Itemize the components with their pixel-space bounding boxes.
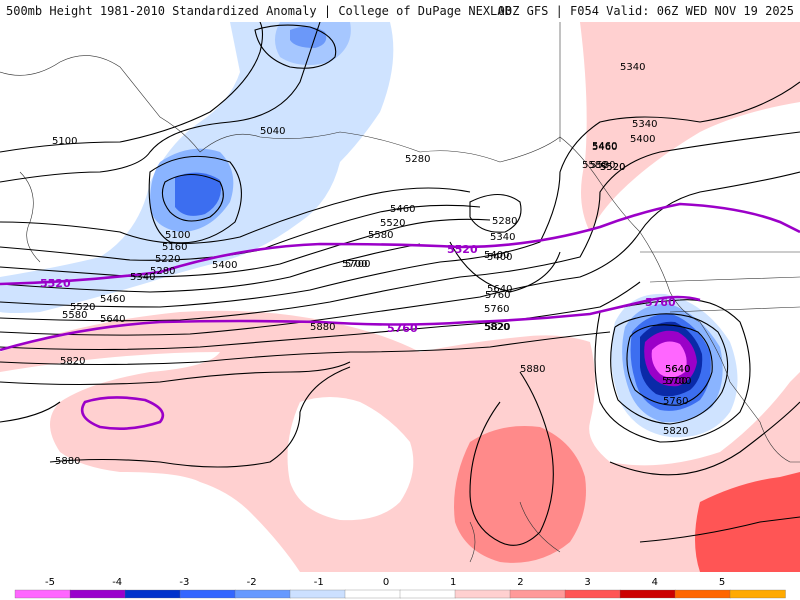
svg-text:5520: 5520 [600, 162, 625, 173]
legend-tick-label: 5 [719, 577, 725, 588]
svg-text:5760: 5760 [663, 396, 688, 407]
svg-text:5640: 5640 [665, 364, 690, 375]
svg-text:5460: 5460 [390, 204, 415, 215]
legend-tick-label: -5 [45, 577, 55, 588]
svg-text:5820: 5820 [484, 322, 509, 333]
legend-swatch [454, 589, 511, 599]
legend-swatch [234, 589, 291, 599]
svg-text:5700: 5700 [345, 259, 370, 270]
legend-tick-label: -2 [247, 577, 257, 588]
reference-labels: 5520 5520 5760 5760 [40, 243, 676, 335]
legend-swatch [344, 589, 401, 599]
svg-text:5340: 5340 [620, 62, 645, 73]
svg-text:5460: 5460 [592, 141, 617, 152]
color-legend: -5 -4 -3 -2 -1 0 1 2 3 4 5 [0, 572, 800, 600]
legend-swatch [179, 589, 236, 599]
legend-swatch [619, 589, 676, 599]
reference-contours [0, 202, 800, 430]
legend-swatch [564, 589, 621, 599]
legend-tick-labels: -5 -4 -3 -2 -1 0 1 2 3 4 5 [45, 577, 725, 588]
legend-tick-label: -1 [314, 577, 324, 588]
svg-text:5700: 5700 [666, 376, 691, 387]
svg-text:5220: 5220 [155, 254, 180, 265]
legend-tick-label: 3 [584, 577, 590, 588]
svg-text:5820: 5820 [60, 356, 85, 367]
svg-text:5460: 5460 [100, 294, 125, 305]
legend-tick-label: -4 [112, 577, 122, 588]
svg-text:5760: 5760 [485, 290, 510, 301]
svg-text:5040: 5040 [260, 126, 285, 137]
svg-text:5700: 5700 [662, 376, 687, 387]
svg-text:5880: 5880 [520, 364, 545, 375]
legend-swatch [399, 589, 456, 599]
svg-text:5640: 5640 [487, 284, 512, 295]
legend-swatch [674, 589, 731, 599]
svg-text:5520: 5520 [40, 277, 71, 290]
legend-swatch [289, 589, 346, 599]
svg-text:5880: 5880 [310, 322, 335, 333]
legend-swatch [509, 589, 566, 599]
legend-tick-label: 1 [450, 577, 456, 588]
legend-swatch [124, 589, 181, 599]
legend-swatch [14, 589, 71, 599]
svg-text:5340: 5340 [490, 232, 515, 243]
svg-text:5100: 5100 [165, 230, 190, 241]
legend-tick-label: -3 [179, 577, 189, 588]
svg-text:5520: 5520 [447, 243, 478, 256]
svg-text:5700: 5700 [342, 259, 367, 270]
svg-text:5400: 5400 [212, 260, 237, 271]
coastlines [0, 22, 800, 563]
svg-text:5520: 5520 [380, 218, 405, 229]
svg-text:5280: 5280 [405, 154, 430, 165]
svg-text:5340: 5340 [632, 119, 657, 130]
svg-text:5100: 5100 [52, 136, 77, 147]
svg-text:5400: 5400 [487, 252, 512, 263]
svg-text:5580: 5580 [590, 160, 615, 171]
svg-text:5580: 5580 [582, 160, 607, 171]
contour-labels: 5100 5040 5100 5160 5220 5280 5340 5400 … [52, 62, 691, 467]
anomaly-map: 5100 5040 5100 5160 5220 5280 5340 5400 … [0, 22, 800, 572]
svg-text:5400: 5400 [484, 250, 509, 261]
svg-text:5580: 5580 [368, 230, 393, 241]
legend-color-bar [14, 589, 786, 599]
legend-swatch [69, 589, 126, 599]
legend-tick-label: 2 [517, 577, 523, 588]
legend-tick-label: 0 [383, 577, 389, 588]
svg-text:5820: 5820 [485, 322, 510, 333]
svg-text:5520: 5520 [70, 302, 95, 313]
svg-text:5640: 5640 [665, 364, 690, 375]
svg-text:5160: 5160 [162, 242, 187, 253]
positive-anomaly-regions [0, 22, 800, 572]
svg-text:5400: 5400 [630, 134, 655, 145]
svg-text:5640: 5640 [100, 314, 125, 325]
svg-text:5760: 5760 [484, 304, 509, 315]
map-title: 500mb Height 1981-2010 Standardized Anom… [6, 4, 512, 18]
svg-text:5820: 5820 [663, 426, 688, 437]
negative-anomaly-regions [0, 22, 738, 438]
legend-swatch [729, 589, 786, 599]
height-contours [0, 22, 800, 546]
svg-text:5460: 5460 [592, 142, 617, 153]
svg-text:5340: 5340 [130, 272, 155, 283]
model-run-info: 00Z GFS | F054 Valid: 06Z WED NOV 19 202… [497, 4, 794, 18]
header-bar: 500mb Height 1981-2010 Standardized Anom… [0, 0, 800, 23]
svg-text:5280: 5280 [492, 216, 517, 227]
legend-tick-label: 4 [652, 577, 658, 588]
svg-text:5580: 5580 [62, 310, 87, 321]
svg-text:5280: 5280 [150, 266, 175, 277]
svg-text:5880: 5880 [55, 456, 80, 467]
svg-text:5760: 5760 [645, 296, 676, 309]
svg-text:5520: 5520 [600, 162, 625, 173]
svg-text:5760: 5760 [387, 322, 418, 335]
